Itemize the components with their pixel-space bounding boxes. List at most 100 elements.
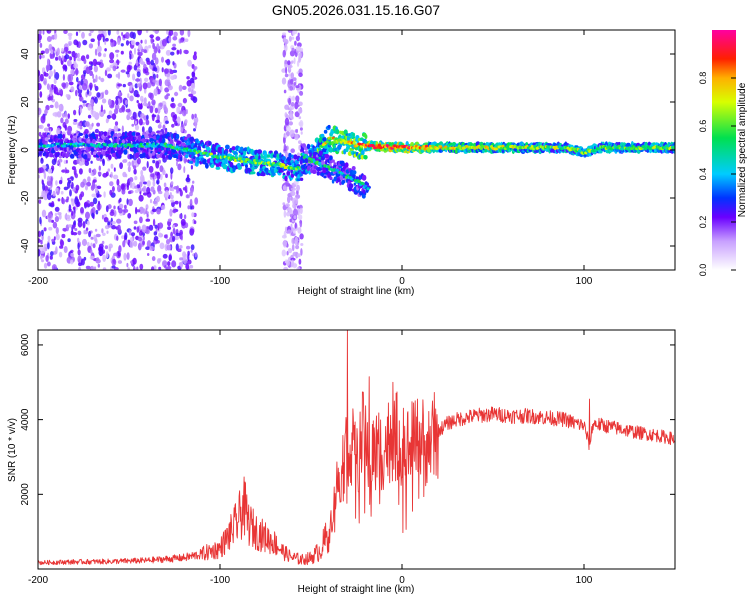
spectrogram-cell xyxy=(283,36,287,43)
spectrogram-cell xyxy=(295,194,301,200)
spectrogram-cell xyxy=(104,245,109,250)
spectrogram-cell xyxy=(184,154,189,159)
spectrogram-cell xyxy=(43,172,47,180)
spectrogram-cell xyxy=(287,195,291,204)
colorbar-tick-label: 0.6 xyxy=(698,120,708,133)
spectrogram-cell xyxy=(97,263,101,268)
spectrogram-cell xyxy=(185,194,190,199)
spectrogram-cell xyxy=(179,200,182,208)
spectrogram-cell xyxy=(40,115,46,124)
spectrogram-cell xyxy=(136,100,139,104)
spectrogram-cell xyxy=(291,95,295,102)
spectrogram-cell xyxy=(107,168,111,172)
spectrogram-cell xyxy=(163,104,167,112)
spectrogram-cell xyxy=(183,130,187,134)
spectrogram-cell xyxy=(292,251,298,257)
spectrogram-cell xyxy=(143,49,147,54)
spectrogram-cell xyxy=(294,104,300,108)
spectrogram-cell xyxy=(179,189,183,197)
spectrogram-cell xyxy=(151,99,156,106)
colorbar-tick-label: 0.2 xyxy=(698,216,708,229)
spectrogram-cell xyxy=(189,264,194,269)
spectrogram-cell xyxy=(90,160,93,164)
spectrogram-cell xyxy=(41,209,47,218)
spectrogram-cell xyxy=(171,47,177,51)
spectrogram-cell xyxy=(299,219,303,228)
spectrogram-cell xyxy=(55,56,59,61)
spectrogram-cell xyxy=(120,69,126,73)
spectrogram-cell xyxy=(138,230,143,236)
spectrogram-cell xyxy=(290,102,295,107)
spectrogram-content xyxy=(38,30,675,270)
spectrogram-cell xyxy=(165,73,171,77)
spectrogram-cell xyxy=(306,143,311,150)
spectrogram-cell xyxy=(177,248,182,252)
spectrogram-cell xyxy=(90,38,95,42)
spectrogram-cell xyxy=(239,149,244,153)
spectrogram-cell xyxy=(110,171,113,179)
spectrogram-cell xyxy=(77,230,82,236)
spectrogram-cell xyxy=(291,259,295,267)
spectrogram-cell xyxy=(88,230,92,238)
spectrogram-cell xyxy=(255,159,259,163)
spectrogram-cell xyxy=(158,78,162,87)
snr-series-line xyxy=(38,330,675,566)
spectrogram-cell xyxy=(70,230,74,236)
spectrogram-cell xyxy=(67,60,72,67)
spectrogram-cell xyxy=(159,121,162,125)
spectrogram-cell xyxy=(78,266,82,270)
spectrogram-cell xyxy=(143,97,147,104)
spectrogram-cell xyxy=(131,155,134,159)
spectrogram-cell xyxy=(96,257,100,261)
spectrogram-cell xyxy=(42,183,46,191)
spectrogram-cell xyxy=(151,256,156,262)
spectrogram-cell xyxy=(62,198,65,205)
spectrogram-cell xyxy=(39,54,42,60)
spectrogram-cell xyxy=(75,67,79,76)
spectrogram-cell xyxy=(281,68,287,73)
spectrogram-cell xyxy=(153,236,159,241)
spectrogram-cell xyxy=(46,30,52,34)
spectrogram-cell xyxy=(118,91,121,95)
spectrogram-cell xyxy=(191,113,195,120)
spectrogram-cell xyxy=(298,57,301,63)
spectrogram-cell xyxy=(132,111,137,120)
spectrogram-cell xyxy=(171,97,175,102)
spectrogram-cell xyxy=(288,152,292,159)
spectrogram-cell xyxy=(281,156,286,161)
spectrogram-cell xyxy=(286,250,289,256)
spectrogram-cell xyxy=(153,67,158,72)
spectrogram-cell xyxy=(149,92,154,101)
spectrogram-cell xyxy=(133,220,138,225)
spectrogram-cell xyxy=(117,38,121,45)
spectrogram-cell xyxy=(192,180,195,184)
spectrogram-cell xyxy=(143,181,148,185)
spectrogram-cell xyxy=(72,121,78,125)
spectrogram-cell xyxy=(127,190,132,195)
spectrogram-cell xyxy=(126,252,130,260)
spectrogram-cell xyxy=(113,205,116,210)
spectrogram-cell xyxy=(129,153,133,160)
spectrogram-cell xyxy=(78,30,81,33)
colorbar-tick-label: 0.4 xyxy=(698,168,708,181)
spectrogram-cell xyxy=(90,184,95,191)
spectrogram-cell xyxy=(333,144,336,149)
spectrogram-cell xyxy=(293,230,296,234)
spectrogram-cell xyxy=(126,182,129,188)
spectrogram-cell xyxy=(125,108,131,113)
spectrogram-cell xyxy=(182,97,187,104)
spectrogram-cell xyxy=(114,108,119,115)
spectrogram-cell xyxy=(125,40,130,46)
spectrogram-cell xyxy=(335,129,340,135)
spectrogram-cell xyxy=(111,186,115,192)
spectrogram-cell xyxy=(285,125,291,132)
spectrogram-cell xyxy=(176,49,180,55)
spectrogram-cell xyxy=(84,121,90,127)
y-tick-label: 2000 xyxy=(20,483,31,506)
spectrogram-cell xyxy=(96,61,101,66)
spectrogram-cell xyxy=(190,165,193,170)
spectrogram-cell xyxy=(135,59,139,67)
spectrogram-cell xyxy=(144,77,149,83)
